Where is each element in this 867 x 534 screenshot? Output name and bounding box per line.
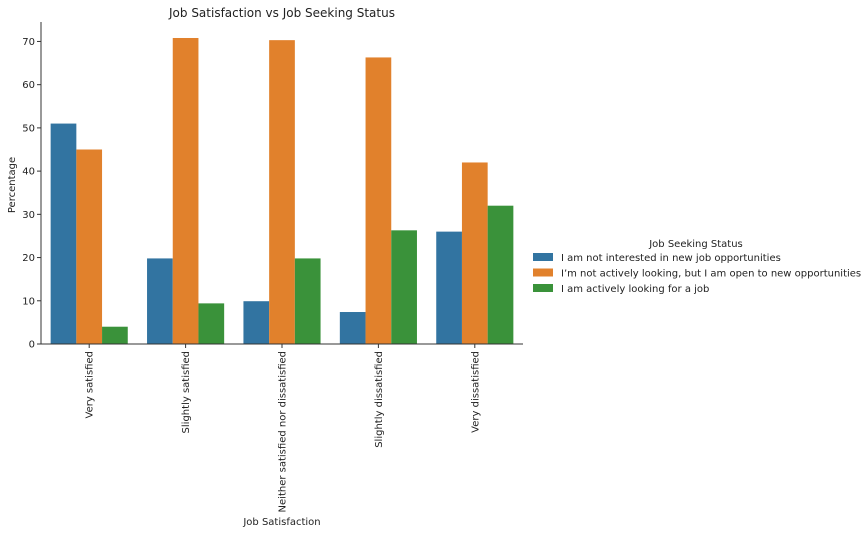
x-tick-label: Very dissatisfied bbox=[470, 351, 481, 433]
y-tick-label: 10 bbox=[22, 296, 35, 307]
bar bbox=[243, 301, 270, 344]
y-tick-label: 30 bbox=[22, 210, 35, 221]
bar bbox=[294, 258, 321, 344]
legend-swatch bbox=[533, 253, 553, 261]
bar bbox=[102, 326, 128, 344]
legend-swatch bbox=[533, 268, 553, 277]
x-tick-label: Neither satisfied nor dissatisfied bbox=[278, 351, 289, 512]
legend-title: Job Seeking Status bbox=[648, 239, 743, 250]
y-tick-label: 40 bbox=[22, 167, 35, 178]
bar bbox=[391, 230, 417, 344]
bar bbox=[198, 303, 225, 344]
x-tick-label: Slightly satisfied bbox=[181, 351, 192, 433]
bar bbox=[365, 57, 392, 344]
bar bbox=[461, 162, 488, 344]
legend-swatch bbox=[533, 284, 553, 292]
legend: Job Seeking Status I am not interested i… bbox=[533, 239, 861, 295]
bar bbox=[339, 312, 366, 344]
bar bbox=[172, 37, 199, 345]
y-tick-label: 0 bbox=[29, 340, 35, 351]
legend-entry-label: I am actively looking for a job bbox=[561, 284, 709, 295]
bar bbox=[76, 149, 103, 344]
y-tick-label: 50 bbox=[22, 123, 35, 134]
y-axis-label: Percentage bbox=[7, 157, 18, 213]
legend-entry-label: I’m not actively looking, but I am open … bbox=[561, 269, 861, 280]
x-axis-label: Job Satisfaction bbox=[242, 517, 320, 528]
plot-area: 0 10 20 30 40 50 60 70 Very satisfied Slightly sa… bbox=[22, 37, 514, 512]
chart-title: Job Satisfaction vs Job Seeking Status bbox=[168, 6, 395, 20]
bar bbox=[436, 231, 462, 344]
bar bbox=[269, 40, 295, 345]
x-tick-label: Slightly dissatisfied bbox=[374, 351, 385, 448]
x-tick-label: Very satisfied bbox=[85, 351, 96, 418]
y-tick-label: 60 bbox=[22, 80, 35, 91]
legend-entry-label: I am not interested in new job opportuni… bbox=[561, 253, 781, 264]
bar bbox=[487, 205, 514, 344]
bar bbox=[147, 258, 173, 344]
y-tick-label: 20 bbox=[22, 253, 35, 264]
bar bbox=[50, 123, 77, 345]
y-tick-label: 70 bbox=[22, 37, 35, 48]
